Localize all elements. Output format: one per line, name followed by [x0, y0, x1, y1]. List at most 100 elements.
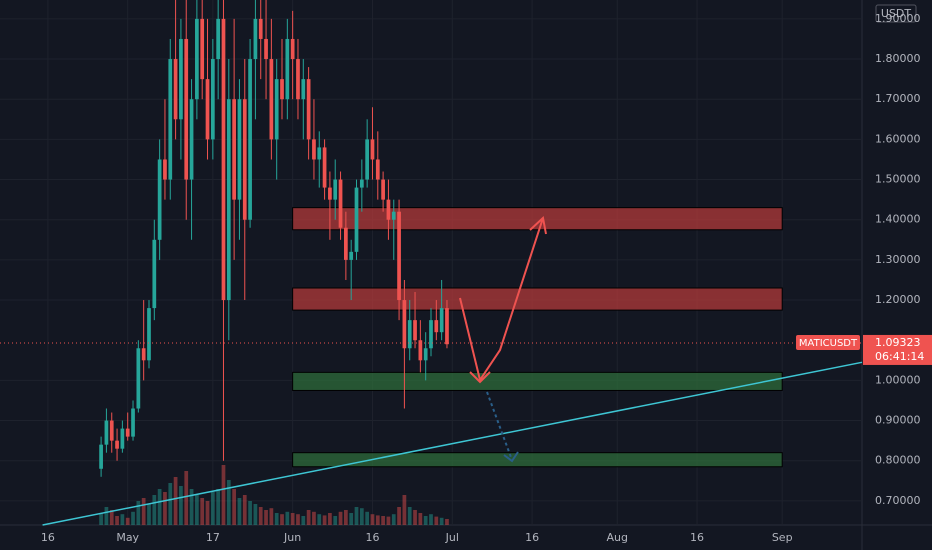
y-tick-label: 0.80000	[875, 454, 921, 467]
candle-body	[301, 79, 306, 100]
volume-bar	[120, 514, 125, 525]
volume-bar	[115, 516, 119, 525]
volume-bar	[445, 519, 449, 525]
volume-bar	[429, 514, 433, 525]
candle-body	[104, 420, 109, 445]
volume-bar	[109, 510, 114, 525]
candle-body	[141, 348, 146, 361]
candle-body	[423, 348, 428, 361]
zone	[292, 287, 783, 311]
volume-bar	[125, 517, 130, 525]
volume-bar	[365, 511, 370, 525]
y-tick-label: 1.70000	[875, 92, 921, 105]
volume-bar	[349, 513, 354, 525]
candle-body	[136, 348, 141, 409]
y-tick-label: 1.80000	[875, 52, 921, 65]
y-tick-label: 1.60000	[875, 132, 921, 145]
volume-bar	[168, 483, 173, 525]
candle-body	[434, 320, 439, 333]
candle-body	[439, 308, 444, 333]
candle-body	[354, 187, 359, 252]
volume-bar	[328, 513, 332, 525]
y-tick-label: 1.20000	[875, 293, 921, 306]
volume-bar	[184, 471, 189, 525]
y-tick-label: 1.40000	[875, 213, 921, 226]
volume-bar	[397, 507, 401, 525]
x-tick-label: 17	[206, 531, 220, 544]
volume-bar	[179, 486, 183, 525]
volume-bar	[173, 477, 178, 525]
x-tick-label: Jun	[283, 531, 301, 544]
candle-body	[157, 159, 162, 240]
zone	[292, 452, 783, 468]
volume-bar	[296, 514, 300, 525]
volume-bar	[264, 510, 268, 525]
volume-bar	[333, 516, 338, 525]
volume-bar	[131, 511, 135, 525]
candle-body	[258, 18, 263, 39]
volume-bar	[285, 511, 290, 525]
volume-bar	[237, 498, 242, 525]
candle-body	[253, 18, 258, 60]
candle-body	[338, 179, 343, 228]
candle-body	[370, 139, 375, 160]
candle-body	[274, 79, 279, 140]
candle-body	[99, 444, 103, 469]
x-tick-label: 16	[690, 531, 704, 544]
arrow-head	[469, 371, 491, 384]
candle-body	[344, 227, 348, 260]
trendline	[42, 361, 863, 526]
volume-bar	[195, 495, 199, 525]
y-tick-label: 0.70000	[875, 494, 921, 507]
volume-bar	[338, 511, 343, 525]
volume-bar	[375, 515, 380, 525]
volume-bar	[407, 507, 412, 525]
volume-bar	[157, 489, 162, 525]
volume-bar	[354, 507, 359, 525]
candle-body	[264, 38, 268, 60]
volume-bar	[210, 492, 215, 525]
candle-body	[365, 139, 370, 180]
volume-bar	[359, 508, 364, 525]
x-tick-label: 16	[525, 531, 539, 544]
volume-bar	[269, 508, 274, 525]
zone	[292, 207, 783, 231]
candle-body	[248, 59, 252, 220]
volume-bar	[221, 465, 226, 525]
volume-bar	[200, 498, 205, 525]
volume-bar	[391, 514, 396, 525]
volume-bar	[381, 516, 385, 525]
volume-bar	[312, 511, 316, 525]
candle-body	[402, 300, 407, 349]
candle-body	[200, 18, 205, 80]
volume-bar	[152, 495, 157, 525]
candle-body	[189, 99, 194, 180]
price-badge	[863, 334, 932, 365]
candle-body	[290, 38, 295, 60]
volume-bar	[258, 507, 263, 525]
volume-bar	[253, 504, 258, 525]
candle-body	[407, 320, 412, 349]
candle-body	[131, 408, 135, 437]
volume-bar	[370, 514, 375, 525]
volume-bar	[439, 517, 444, 525]
candle-body	[328, 187, 332, 200]
candle-body	[226, 99, 231, 301]
volume-bar	[322, 515, 327, 525]
plot-area	[0, 0, 863, 526]
candle-body	[306, 79, 311, 140]
symbol: MATICUSDT	[799, 338, 858, 349]
y-tick-label: 0.90000	[875, 414, 921, 427]
candle-body	[429, 320, 433, 349]
volume-bar	[163, 492, 167, 525]
volume-bar	[136, 501, 141, 525]
zone	[292, 371, 783, 391]
candle-body	[221, 18, 226, 301]
volume-bar	[248, 501, 252, 525]
candle-body	[184, 38, 189, 180]
candle-body	[168, 59, 173, 180]
arrows	[459, 216, 547, 463]
candle-body	[381, 179, 385, 200]
candle-body	[285, 38, 290, 100]
x-tick-label: Aug	[606, 531, 627, 544]
